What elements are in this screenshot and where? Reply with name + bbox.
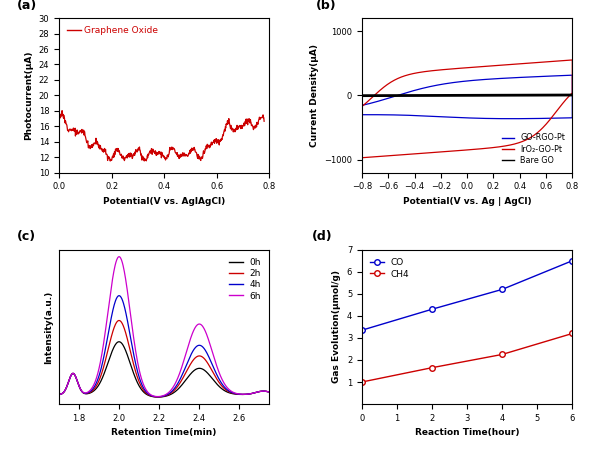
Y-axis label: Gas Evolution(μmol/g): Gas Evolution(μmol/g) xyxy=(332,271,341,383)
X-axis label: Retention Time(min): Retention Time(min) xyxy=(112,428,217,437)
Text: (a): (a) xyxy=(17,0,37,12)
Text: (c): (c) xyxy=(17,231,36,243)
Text: (d): (d) xyxy=(312,231,332,243)
X-axis label: Reaction Time(hour): Reaction Time(hour) xyxy=(415,428,519,437)
Legend: CO, CH4: CO, CH4 xyxy=(366,254,413,282)
Y-axis label: Current Density(μA): Current Density(μA) xyxy=(310,44,319,147)
Legend: GO-RGO-Pt, IrO₂-GO-Pt, Bare GO: GO-RGO-Pt, IrO₂-GO-Pt, Bare GO xyxy=(499,130,568,168)
Legend: 0h, 2h, 4h, 6h: 0h, 2h, 4h, 6h xyxy=(225,254,265,304)
X-axis label: Potential(V vs. AglAgCl): Potential(V vs. AglAgCl) xyxy=(103,197,225,206)
Text: (b): (b) xyxy=(316,0,336,12)
Y-axis label: Intensity(a.u.): Intensity(a.u.) xyxy=(44,290,54,364)
Legend: Graphene Oxide: Graphene Oxide xyxy=(64,23,162,39)
Y-axis label: Photocurrent(μA): Photocurrent(μA) xyxy=(24,50,33,140)
X-axis label: Potential(V vs. Ag | AgCl): Potential(V vs. Ag | AgCl) xyxy=(403,197,532,206)
